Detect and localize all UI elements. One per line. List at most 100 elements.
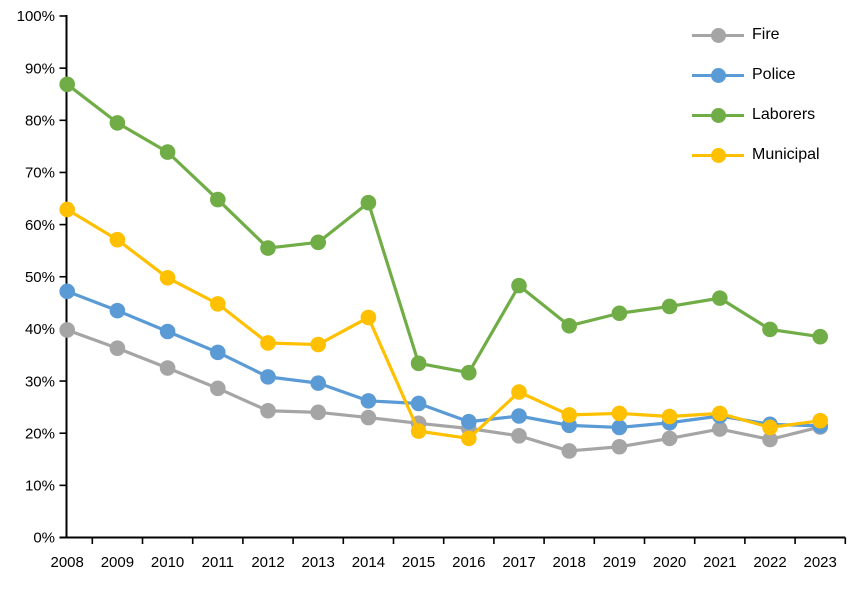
- data-point-fire-2008: [59, 322, 75, 338]
- data-point-police-2011: [210, 344, 226, 361]
- y-axis-tick-label: 70%: [25, 165, 55, 182]
- data-point-police-2010: [159, 323, 176, 340]
- x-axis-tick-label: 2020: [653, 554, 686, 571]
- y-axis-tick-label: 40%: [25, 321, 55, 338]
- x-axis-tick-label: 2012: [251, 554, 284, 571]
- series-line-police: [65, 289, 822, 430]
- legend-marker-laborers: [692, 107, 744, 123]
- data-point-municipal-2014: [360, 309, 377, 326]
- x-axis-tick-label: 2013: [302, 554, 335, 571]
- series-line-laborers: [65, 82, 822, 375]
- data-point-fire-2010: [159, 360, 176, 376]
- data-point-municipal-2011: [210, 296, 226, 312]
- data-point-fire-2009: [109, 340, 126, 356]
- legend-label-fire: Fire: [752, 26, 780, 43]
- data-point-municipal-2019: [611, 405, 628, 422]
- series-line-fire: [65, 328, 822, 453]
- x-axis-tick-label: 2017: [502, 554, 535, 571]
- data-point-municipal-2013: [310, 336, 327, 353]
- data-point-police-2016: [461, 413, 477, 430]
- data-point-municipal-2021: [712, 405, 728, 422]
- data-point-laborers-2018: [561, 317, 577, 334]
- legend-item-fire: Fire: [692, 15, 820, 55]
- legend-label-laborers: Laborers: [752, 106, 816, 123]
- legend-marker-municipal: [692, 147, 744, 163]
- x-axis-tick-label: 2021: [703, 554, 736, 571]
- data-point-fire-2011: [210, 380, 226, 397]
- legend-marker-fire: [692, 27, 744, 43]
- data-point-police-2019: [611, 419, 628, 436]
- data-point-laborers-2011: [210, 191, 226, 208]
- data-point-police-2014: [360, 393, 377, 409]
- data-point-laborers-2023: [812, 328, 828, 345]
- data-point-laborers-2008: [59, 76, 75, 93]
- series-line-municipal: [65, 207, 822, 441]
- data-point-police-2015: [410, 395, 427, 412]
- y-axis-tick-label: 50%: [25, 269, 55, 286]
- x-axis-tick-label: 2019: [603, 554, 636, 571]
- y-axis-tick-label: 100%: [17, 8, 55, 25]
- data-point-municipal-2017: [511, 384, 527, 400]
- y-axis-tick-label: 10%: [25, 478, 55, 495]
- x-axis-tick-label: 2018: [553, 554, 586, 571]
- legend-marker-police: [692, 67, 744, 83]
- legend-label-municipal: Municipal: [752, 146, 820, 163]
- data-point-laborers-2014: [360, 194, 377, 211]
- data-point-fire-2021: [712, 421, 728, 437]
- legend-dot-icon: [710, 67, 726, 83]
- legend-dot-icon: [710, 27, 726, 43]
- data-point-police-2008: [59, 283, 75, 300]
- x-axis-tick-label: 2009: [101, 554, 134, 571]
- x-axis-tick-label: 2011: [202, 554, 234, 571]
- y-axis-tick-label: 0%: [33, 530, 55, 547]
- data-point-fire-2017: [511, 428, 527, 444]
- data-point-fire-2019: [611, 438, 628, 455]
- x-axis-tick-label: 2010: [151, 554, 184, 571]
- data-point-police-2009: [109, 302, 126, 319]
- data-point-municipal-2022: [762, 419, 778, 436]
- x-axis-tick-label: 2014: [352, 554, 385, 571]
- legend-dot-icon: [710, 147, 726, 163]
- data-point-municipal-2023: [812, 412, 828, 429]
- data-point-municipal-2010: [159, 269, 176, 286]
- x-axis-tick-label: 2023: [804, 554, 837, 571]
- y-axis-tick-label: 80%: [25, 113, 55, 130]
- data-point-municipal-2018: [561, 407, 577, 423]
- y-axis-tick-label: 30%: [25, 373, 55, 390]
- data-point-laborers-2019: [611, 305, 628, 322]
- y-axis-tick-label: 20%: [25, 425, 55, 442]
- data-point-municipal-2020: [661, 408, 678, 425]
- data-point-laborers-2016: [461, 364, 477, 381]
- x-axis-tick-label: 2015: [402, 554, 435, 571]
- data-point-laborers-2012: [260, 240, 276, 256]
- data-point-laborers-2013: [310, 234, 327, 251]
- data-point-laborers-2017: [511, 277, 527, 294]
- legend-item-municipal: Municipal: [692, 135, 820, 175]
- data-point-police-2012: [260, 369, 276, 385]
- data-point-fire-2012: [260, 402, 276, 419]
- data-point-laborers-2015: [410, 355, 427, 372]
- data-point-municipal-2015: [410, 423, 427, 439]
- legend-label-police: Police: [752, 66, 796, 83]
- legend: Fire Police Laborers Municipal: [692, 15, 820, 175]
- legend-dot-icon: [710, 107, 726, 123]
- x-axis-tick-label: 2022: [753, 554, 786, 571]
- data-point-fire-2020: [661, 430, 678, 447]
- y-axis-tick-label: 90%: [25, 60, 55, 77]
- data-point-fire-2013: [310, 404, 327, 421]
- data-point-laborers-2020: [661, 298, 678, 315]
- legend-item-police: Police: [692, 55, 820, 95]
- data-point-police-2013: [310, 375, 327, 391]
- data-point-municipal-2016: [461, 430, 477, 447]
- data-point-laborers-2022: [762, 321, 778, 338]
- data-point-laborers-2009: [109, 115, 126, 131]
- data-point-fire-2022: [762, 431, 778, 448]
- x-axis-tick-label: 2016: [452, 554, 485, 571]
- data-point-municipal-2009: [109, 231, 126, 248]
- x-axis-tick-label: 2008: [51, 554, 84, 571]
- data-point-police-2017: [511, 408, 527, 424]
- data-point-fire-2018: [561, 443, 577, 459]
- data-point-laborers-2021: [712, 290, 728, 306]
- legend-item-laborers: Laborers: [692, 95, 820, 135]
